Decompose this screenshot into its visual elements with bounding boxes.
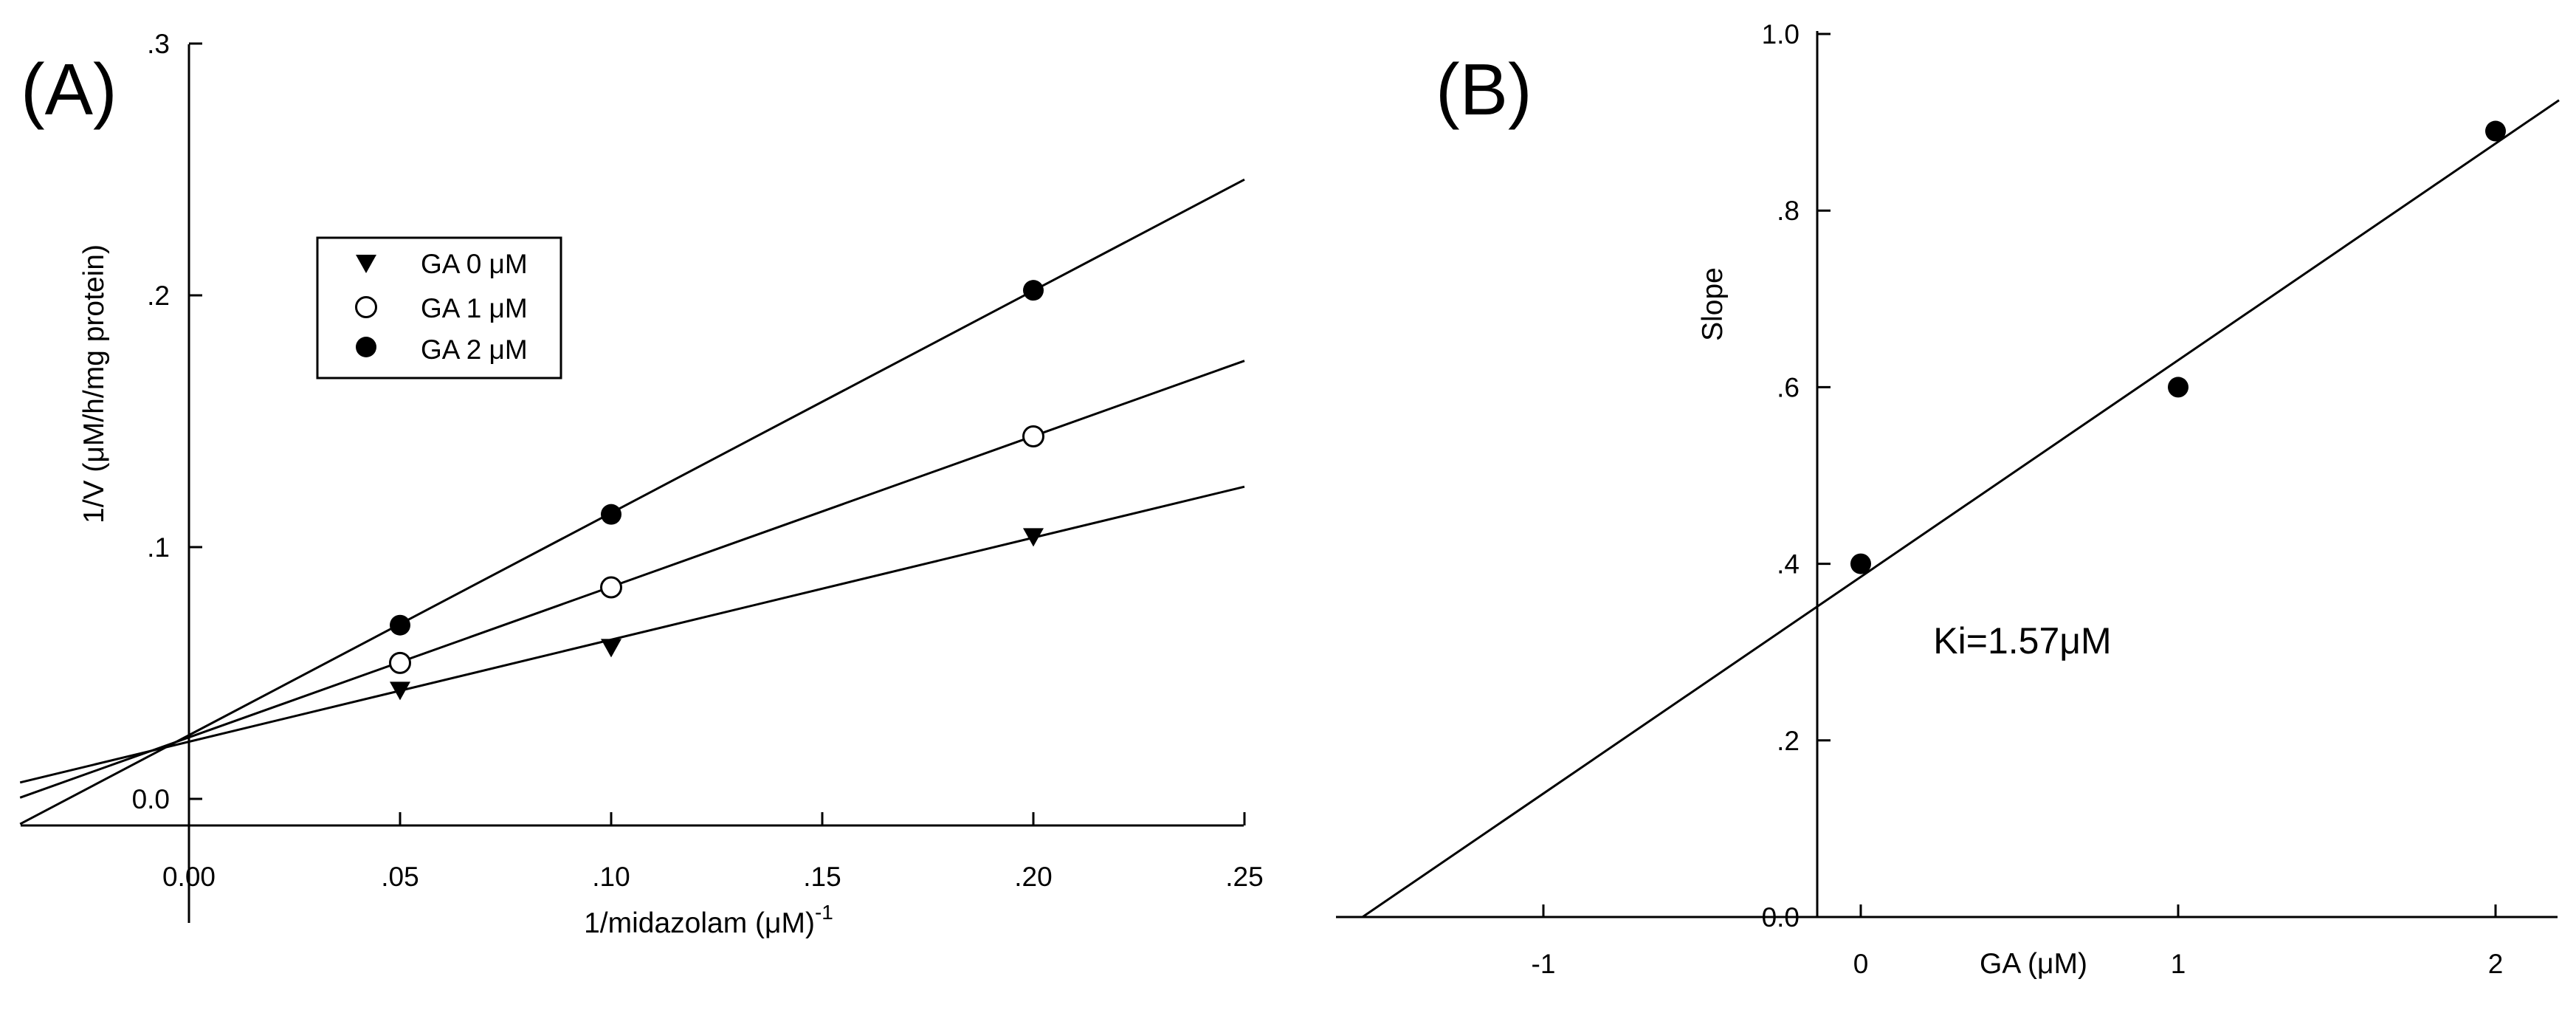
panel-a-y-tick-label: .2	[147, 281, 170, 311]
panel-a-x-tick-label: .10	[592, 862, 630, 892]
legend-marker-open-circle-icon	[355, 296, 377, 318]
panel-a-x-axis-superscript: -1	[815, 901, 833, 924]
panel-a-point-series-1	[389, 651, 411, 674]
panel-a-fit-line-series-0	[19, 485, 1245, 784]
legend-entry-ga-0: GA 0 μM	[421, 249, 528, 279]
panel-b-y-tick-label: .6	[1777, 372, 1800, 402]
panel-a-label: (A)	[21, 49, 117, 130]
panel-a-x-tick-label: .05	[381, 862, 419, 892]
panel-b-fit-lines	[1362, 99, 2560, 918]
panel-a-y-tick-label: .3	[147, 29, 170, 59]
panel-b-y-tick-label: .8	[1777, 196, 1800, 226]
panel-a-point-series-0	[1023, 528, 1044, 547]
panel-b-ticks: -1 0 1 2 0.0 .2 .4 .6 .8 1.0	[1532, 19, 2504, 979]
panel-a-point-series-1	[1022, 425, 1044, 447]
panel-b-point	[2168, 377, 2188, 398]
panel-a-x-tick-label: 0.00	[162, 862, 216, 892]
panel-b-x-tick-label: -1	[1532, 949, 1556, 979]
panel-b-y-tick-label: .2	[1777, 726, 1800, 756]
panel-a-fit-lines	[19, 178, 1245, 825]
panel-a-point-series-0	[601, 639, 621, 658]
panel-b-point	[1850, 553, 1871, 574]
panel-a-x-tick-label: .20	[1014, 862, 1052, 892]
panel-b-y-tick-label: 1.0	[1762, 19, 1800, 49]
panel-a-point-series-2	[390, 614, 410, 636]
legend-entry-ga-1: GA 1 μM	[421, 293, 528, 323]
panel-a-point-series-2	[1023, 280, 1044, 301]
ki-annotation: Ki=1.57μM	[1933, 620, 2111, 662]
panel-b-label: (B)	[1436, 49, 1532, 130]
panel-b-y-tick-label: .4	[1777, 549, 1800, 580]
panel-a-point-series-0	[390, 681, 410, 701]
panel-a-y-tick-label: .1	[147, 532, 170, 563]
legend-entry-ga-2: GA 2 μM	[421, 334, 528, 365]
panel-a-fit-line-series-1	[19, 360, 1245, 799]
panel-a-x-axis-title-text: 1/midazolam (μM)	[584, 907, 815, 939]
panel-b-x-tick-label: 1	[2171, 949, 2186, 979]
panel-a-x-axis-title: 1/midazolam (μM)-1	[584, 901, 833, 939]
panel-b-point	[2485, 120, 2506, 142]
panel-b-fit-line	[1362, 99, 2560, 918]
panel-b-data-points	[1850, 120, 2506, 574]
panel-a-y-tick-label: 0.0	[132, 784, 170, 814]
panel-a-point-series-2	[601, 504, 621, 525]
panel-b-x-tick-label: 2	[2488, 949, 2504, 979]
panel-b-chart: (B) -1 0 1 2 0.0 .2 .4 .6 .8 1.0 GA (μM) Slope Ki…	[1336, 19, 2560, 980]
panel-a-y-axis-title: 1/V (μM/h/mg protein)	[78, 244, 110, 523]
panel-a-x-tick-label: .15	[803, 862, 841, 892]
panel-a-point-series-1	[600, 576, 622, 599]
panel-a-data-points	[389, 280, 1044, 701]
panel-a-chart: (A) 0.00 .05 .10 .15 .20 .25 0.0 .1 .2 .3 1/midaz…	[19, 29, 1264, 939]
panel-b-x-axis-title: GA (μM)	[1980, 948, 2087, 980]
legend-marker-filled-circle-icon	[356, 337, 376, 357]
panel-b-x-tick-label: 0	[1853, 949, 1869, 979]
panel-b-y-tick-label: 0.0	[1762, 902, 1800, 933]
panel-a-x-tick-label: .25	[1225, 862, 1263, 892]
panel-a-fit-line-series-2	[19, 178, 1245, 825]
panel-a-ticks: 0.00 .05 .10 .15 .20 .25 0.0 .1 .2 .3	[132, 29, 1264, 892]
panel-b-y-axis-title: Slope	[1697, 267, 1729, 341]
legend-marker-triangle-down-icon	[356, 255, 376, 273]
legend: GA 0 μM GA 1 μM GA 2 μM	[316, 236, 562, 380]
